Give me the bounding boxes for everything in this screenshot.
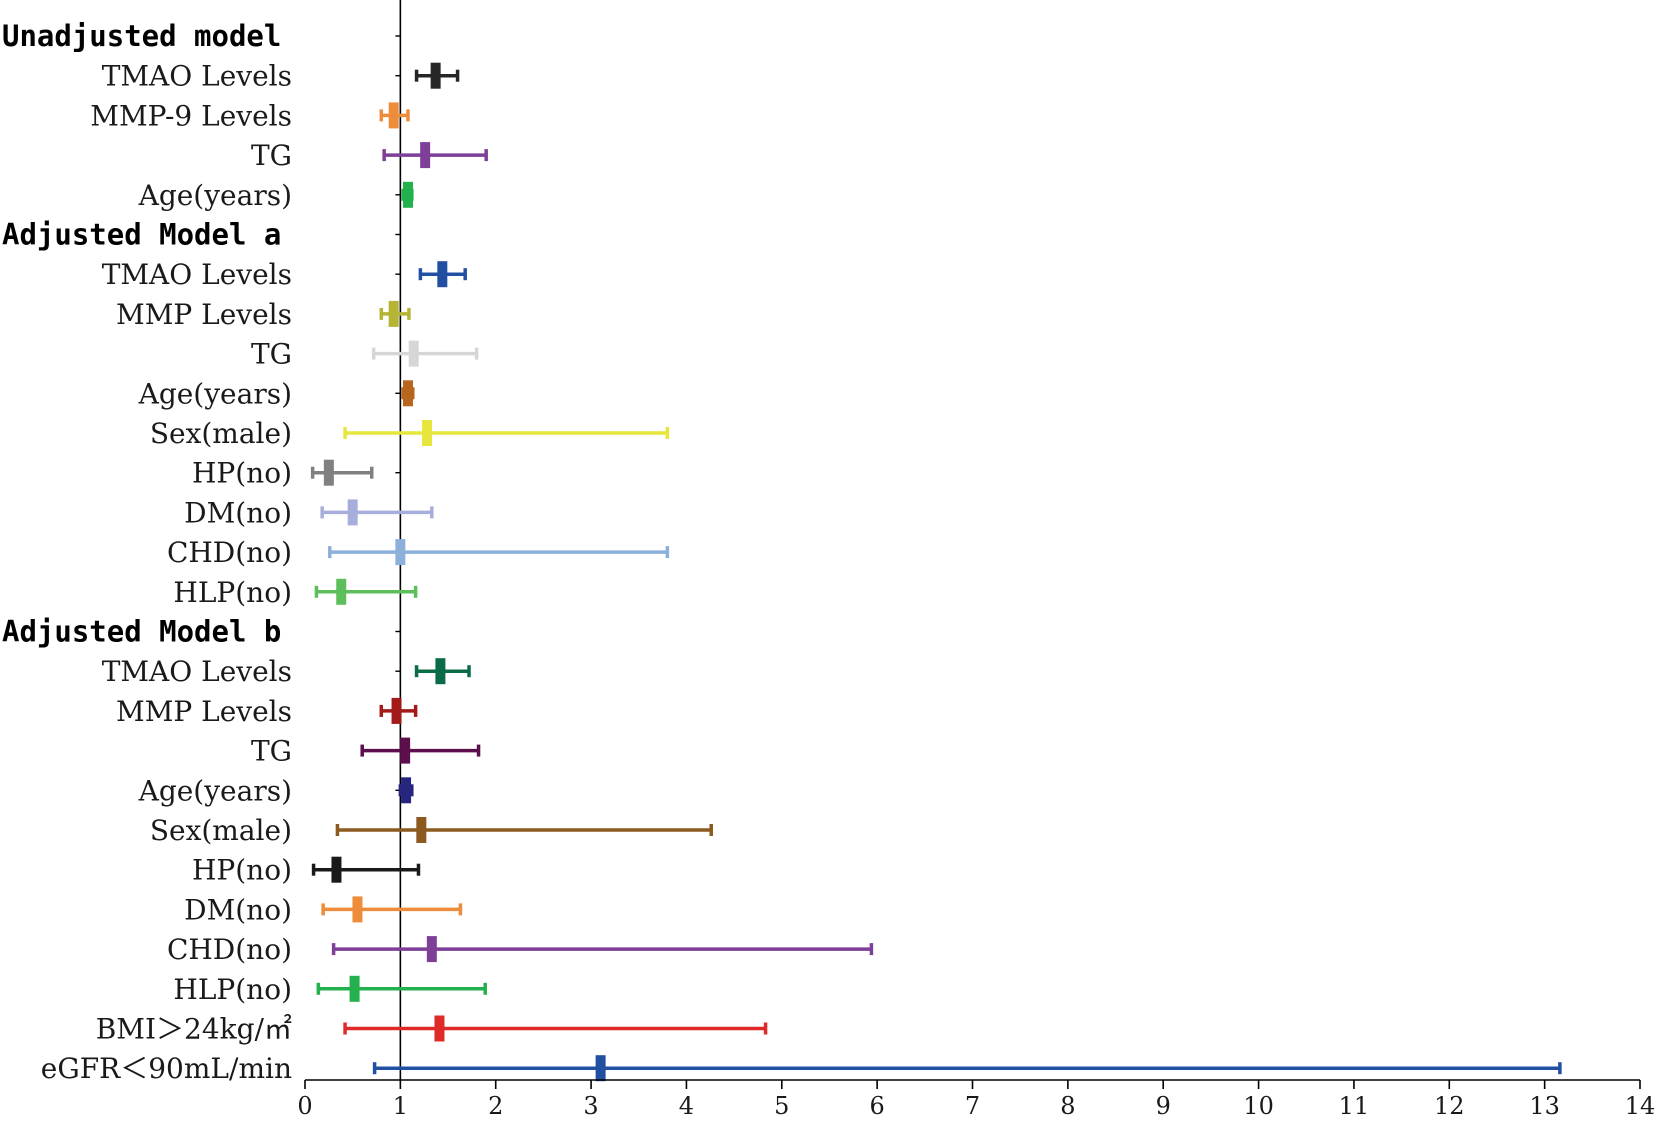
x-tick-label: 9: [1156, 1092, 1171, 1120]
ci-row: [418, 261, 467, 288]
point-estimate-marker: [400, 737, 411, 764]
point-estimate-marker: [416, 817, 427, 843]
row-label: TG: [251, 735, 292, 768]
ci-row: [379, 102, 410, 129]
row-label: TG: [251, 338, 292, 371]
row-label: MMP-9 Levels: [90, 99, 292, 132]
row-label: Age(years): [138, 774, 292, 807]
row-label: Age(years): [138, 179, 292, 212]
ci-row: [328, 539, 670, 566]
ci-row: [379, 300, 411, 327]
point-estimate-marker: [331, 856, 342, 883]
point-estimate-marker: [434, 1015, 445, 1042]
ci-row: [382, 142, 488, 169]
ci-row: [360, 737, 481, 764]
ci-row: [398, 777, 414, 804]
ci-row: [371, 340, 479, 367]
ci-row: [331, 936, 874, 963]
point-estimate-marker: [408, 340, 419, 367]
ci-row: [343, 420, 670, 446]
x-tick-label: 6: [870, 1092, 885, 1120]
x-tick-label: 12: [1434, 1092, 1465, 1120]
group-label: Adjusted Model b: [2, 615, 281, 649]
row-labels: Unadjusted model TMAO Levels MMP-9 Levels T…: [2, 19, 292, 1085]
point-estimate-marker: [336, 578, 347, 605]
point-estimate-marker: [402, 181, 413, 208]
point-estimate-marker: [352, 896, 363, 923]
row-label: TMAO Levels: [102, 60, 292, 93]
x-tick-label: 5: [774, 1092, 789, 1120]
row-label: TMAO Levels: [102, 258, 292, 291]
point-estimate-marker: [422, 420, 433, 446]
x-tick-label: 10: [1243, 1092, 1274, 1120]
row-label: MMP Levels: [116, 695, 292, 728]
point-estimate-marker: [595, 1055, 606, 1082]
row-label: DM(no): [184, 893, 292, 926]
point-estimate-marker: [437, 261, 448, 288]
row-label: CHD(no): [167, 536, 292, 569]
row-label: HLP(no): [173, 576, 292, 609]
x-tick-label: 2: [488, 1092, 503, 1120]
x-tick-label: 8: [1060, 1092, 1075, 1120]
ci-row: [310, 459, 374, 486]
ci-row: [414, 658, 471, 685]
row-label: Age(years): [138, 377, 292, 410]
row-label: TG: [251, 139, 292, 172]
x-tick-label: 13: [1529, 1092, 1560, 1120]
x-tick-label: 14: [1625, 1092, 1656, 1120]
point-estimate-marker: [388, 300, 399, 327]
ci-row: [343, 1015, 768, 1042]
row-label: Sex(male): [150, 814, 292, 847]
point-estimate-marker: [349, 975, 360, 1002]
point-estimate-marker: [426, 936, 437, 963]
row-label: HP(no): [192, 457, 292, 490]
point-estimate-marker: [420, 142, 431, 169]
ci-row: [316, 975, 487, 1002]
row-label: eGFR＜90mL/min: [41, 1052, 292, 1085]
x-tick-label: 0: [297, 1092, 312, 1120]
point-estimate-marker: [430, 62, 441, 89]
row-label: BMI＞24kg/㎡: [96, 1013, 292, 1046]
group-label: Adjusted Model a: [2, 218, 281, 252]
x-tick-label: 7: [965, 1092, 980, 1120]
point-estimate-marker: [347, 499, 358, 526]
x-tick-label: 11: [1339, 1092, 1370, 1120]
row-label: Sex(male): [150, 417, 292, 450]
point-estimate-marker: [391, 697, 402, 724]
ci-row: [335, 817, 713, 843]
point-estimate-marker: [388, 102, 399, 129]
row-label: CHD(no): [167, 933, 292, 966]
x-axis: 0 1 2 3 4 5 6 7 8 9 10 11 12 13 14: [297, 1079, 1656, 1120]
x-tick-label: 1: [393, 1092, 408, 1120]
ci-row: [401, 380, 415, 407]
point-estimate-marker: [402, 380, 413, 407]
point-estimate-marker: [323, 459, 334, 486]
ci-row: [314, 578, 418, 605]
row-label: MMP Levels: [116, 298, 292, 331]
point-estimate-marker: [401, 777, 412, 804]
ci-row: [320, 499, 434, 526]
point-estimate-marker: [395, 539, 406, 566]
row-label: HLP(no): [173, 973, 292, 1006]
ci-row: [372, 1055, 1562, 1082]
row-label: TMAO Levels: [102, 655, 292, 688]
ci-row: [311, 856, 421, 883]
ci-row: [401, 181, 414, 208]
ci-row: [321, 896, 463, 923]
point-estimate-marker: [435, 658, 446, 685]
confidence-intervals: [310, 62, 1562, 1082]
row-label: DM(no): [184, 496, 292, 529]
ci-row: [414, 62, 460, 89]
group-label: Unadjusted model: [2, 19, 281, 53]
ci-row: [379, 697, 418, 724]
x-tick-label: 4: [679, 1092, 694, 1120]
row-label: HP(no): [192, 854, 292, 887]
x-tick-label: 3: [583, 1092, 598, 1120]
